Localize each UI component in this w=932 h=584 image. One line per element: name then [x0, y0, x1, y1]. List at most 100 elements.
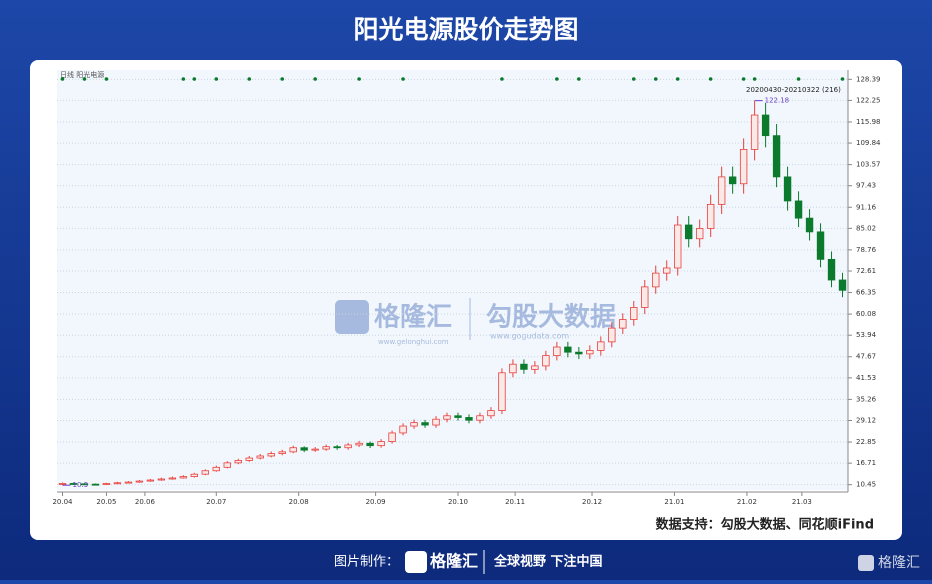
candle-body: [102, 483, 111, 485]
y-tick-label: 72.61: [856, 267, 876, 275]
signal-dot: [280, 77, 285, 81]
candle-body: [652, 272, 660, 288]
y-tick-label: 29.12: [856, 417, 876, 425]
candle-body: [531, 365, 539, 370]
x-tick-label: 21.03: [792, 498, 812, 506]
candle-body: [509, 363, 517, 374]
candle-body: [498, 372, 506, 412]
candle-body: [366, 442, 374, 447]
candle-body: [410, 422, 418, 427]
footer-label: 图片制作：: [334, 555, 399, 570]
candle-body: [728, 176, 737, 185]
candle-body: [586, 350, 594, 355]
candle-body: [454, 415, 462, 418]
candle-body: [168, 477, 177, 480]
candle-body: [256, 455, 264, 459]
candle-body: [641, 286, 649, 308]
signal-dot: [357, 77, 361, 81]
candle-body: [190, 473, 199, 477]
candle-body: [542, 355, 550, 367]
candle-body: [201, 470, 210, 475]
signal-dot: [82, 77, 87, 81]
candle-body: [322, 446, 330, 450]
signal-dot: [840, 77, 845, 81]
x-tick-label: 20.06: [135, 498, 156, 506]
candle-body: [135, 480, 144, 483]
watermark-text: 格隆汇: [374, 302, 452, 333]
y-tick-label: 41.53: [856, 374, 876, 382]
candle-body: [443, 415, 451, 420]
y-tick-label: 35.26: [856, 395, 877, 403]
x-tick-label: 20.12: [582, 498, 602, 506]
candle-body: [805, 217, 814, 233]
candle-body: [124, 481, 133, 484]
y-tick-label: 47.67: [856, 353, 876, 361]
signal-dot: [752, 77, 757, 81]
x-tick-label: 20.05: [96, 498, 116, 506]
signal-dot: [796, 77, 801, 81]
x-tick-label: 20.07: [206, 498, 226, 506]
x-tick-label: 20.10: [448, 498, 468, 506]
chart-label: 日线 阳光电源: [60, 70, 104, 79]
signal-dot: [675, 77, 680, 81]
signal-dot: [653, 77, 658, 81]
candle-body: [146, 479, 155, 482]
range-label: 20200430-20210322 (216): [746, 86, 841, 94]
candle-body: [685, 224, 693, 240]
candle-body: [465, 417, 473, 421]
candle-body: [794, 200, 803, 219]
candle-body: [355, 442, 363, 446]
candle-body: [399, 425, 407, 434]
source: 数据支持：勾股大数据、同花顺iFind: [656, 517, 874, 533]
signal-dot: [192, 77, 197, 81]
candle-body: [564, 346, 572, 353]
corner-logo: [858, 555, 874, 571]
y-tick-label: 91.16: [856, 203, 877, 211]
x-tick-label: 21.02: [737, 498, 757, 506]
candle-body: [223, 462, 231, 468]
candle-body: [58, 483, 67, 485]
candle-body: [300, 447, 308, 451]
signal-dot: [708, 77, 713, 81]
candle-body: [761, 114, 770, 137]
footer-brand: 格隆汇: [430, 552, 478, 571]
signal-dot: [247, 77, 252, 81]
signal-dot: [401, 77, 405, 81]
footer-slogan: 全球视野 下注中国: [493, 554, 603, 570]
signal-dot: [577, 77, 581, 81]
candle-body: [311, 448, 319, 451]
x-tick-label: 20.09: [366, 498, 386, 506]
candle-body: [717, 176, 726, 205]
candle-body: [432, 418, 440, 426]
signal-dot: [555, 77, 559, 81]
candle-body: [212, 466, 220, 472]
min-label: 10.3: [72, 481, 88, 489]
footer-logo: [405, 551, 427, 573]
candle-body: [69, 483, 78, 485]
candle-body: [278, 451, 286, 454]
y-tick-label: 122.25: [856, 96, 881, 104]
candle-body: [267, 453, 275, 457]
candle-body: [377, 441, 385, 447]
candle-body: [289, 447, 297, 453]
candle-body: [234, 460, 242, 464]
signal-dot: [60, 77, 65, 81]
y-tick-label: 78.76: [856, 246, 877, 254]
candle-body: [487, 410, 495, 417]
signal-dot: [214, 77, 219, 81]
candle-body: [388, 432, 396, 442]
candle-body: [157, 478, 166, 481]
candle-body: [674, 224, 682, 269]
candle-body: [421, 422, 429, 426]
candle-body: [91, 483, 100, 486]
candle-body: [476, 415, 484, 421]
watermark-logo: [335, 300, 369, 334]
candle-body: [597, 341, 605, 351]
y-tick-label: 97.43: [856, 182, 876, 190]
signal-dot: [104, 77, 109, 81]
signal-dot: [500, 77, 504, 81]
candle-body: [827, 258, 836, 281]
signal-dot: [631, 77, 636, 81]
